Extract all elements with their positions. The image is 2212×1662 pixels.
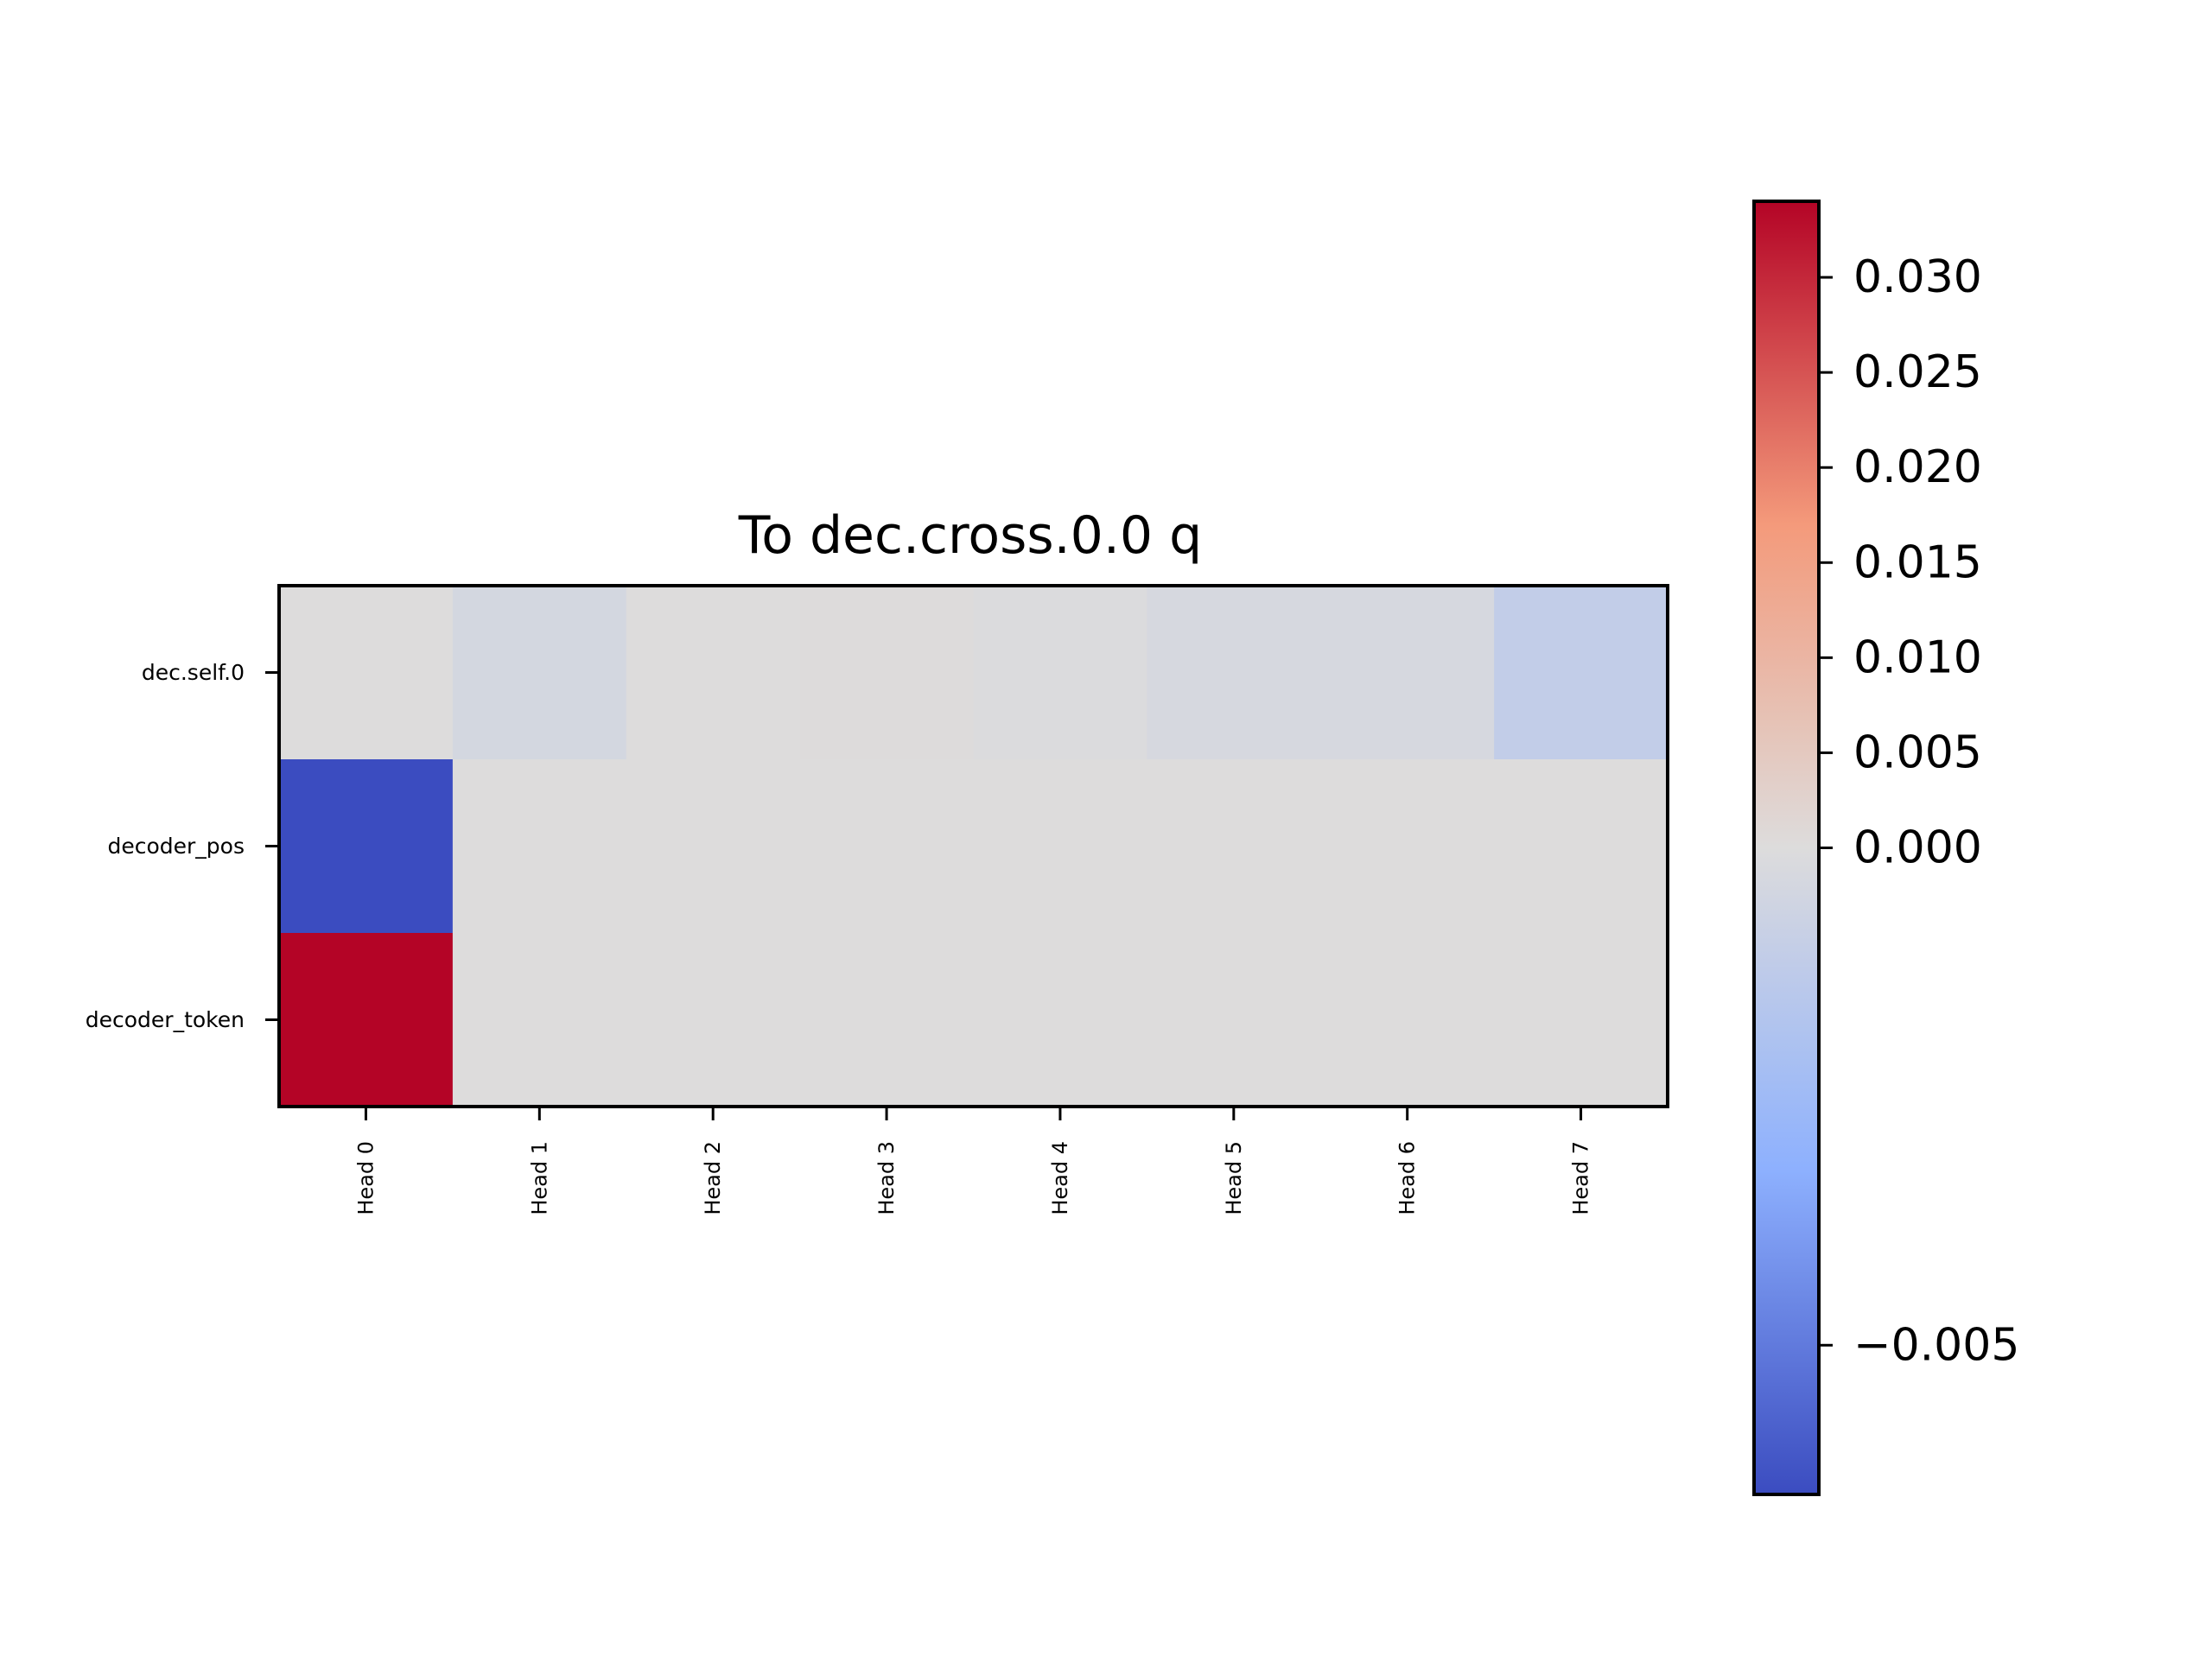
heatmap-cell	[452, 759, 627, 934]
heatmap-cell	[626, 586, 801, 760]
heatmap-cell	[452, 586, 627, 760]
x-tick-label: Head 5	[1222, 1141, 1246, 1215]
colorbar-gradient	[1754, 201, 1819, 1494]
colorbar-tick-label: 0.020	[1853, 441, 1982, 493]
heatmap-cell	[799, 586, 975, 760]
heatmap-cells	[279, 586, 1669, 1107]
heatmap-cell	[799, 759, 975, 934]
heatmap-cell	[1494, 586, 1669, 760]
colorbar-ticks: 0.030 0.025 0.020 0.015 0.010 0.005 0.000 −0.00…	[1819, 251, 2019, 1371]
heatmap-cell	[1494, 933, 1669, 1107]
heatmap-cell	[1147, 586, 1321, 760]
heatmap-cell	[1320, 759, 1495, 934]
colorbar-tick-label: 0.000	[1853, 822, 1982, 874]
heatmap-cell	[1494, 759, 1669, 934]
y-axis: dec.self.0 decoder_pos decoder_token	[86, 660, 279, 1032]
heatmap-cell	[1147, 933, 1321, 1107]
x-tick-label: Head 3	[874, 1141, 899, 1215]
heatmap-cell	[973, 759, 1147, 934]
heatmap-cell	[1320, 933, 1495, 1107]
heatmap-cell	[799, 933, 975, 1107]
heatmap-cell	[626, 759, 801, 934]
x-tick-label: Head 4	[1048, 1141, 1072, 1215]
chart-title: To dec.cross.0.0 q	[738, 505, 1203, 566]
y-tick-label: dec.self.0	[142, 660, 245, 685]
heatmap-cell	[279, 933, 454, 1107]
y-tick-label: decoder_token	[86, 1007, 245, 1032]
heatmap-cell	[279, 586, 454, 760]
heatmap-cell	[973, 586, 1147, 760]
heatmap-cell	[279, 759, 454, 934]
colorbar-tick-label: 0.025	[1853, 346, 1982, 398]
heatmap-cell	[626, 933, 801, 1107]
x-tick-label: Head 2	[701, 1141, 725, 1215]
x-tick-label: Head 0	[353, 1141, 378, 1215]
heatmap-cell	[1320, 586, 1495, 760]
heatmap-cell	[973, 933, 1147, 1107]
colorbar-tick-label: 0.005	[1853, 726, 1982, 778]
x-tick-label: Head 1	[527, 1141, 551, 1215]
heatmap-cell	[452, 933, 627, 1107]
colorbar: 0.030 0.025 0.020 0.015 0.010 0.005 0.000 −0.00…	[1752, 200, 2019, 1496]
colorbar-tick-label: −0.005	[1853, 1319, 2019, 1371]
colorbar-tick-label: 0.010	[1853, 631, 1982, 683]
x-tick-label: Head 7	[1569, 1141, 1593, 1215]
heatmap-cell	[1147, 759, 1321, 934]
colorbar-tick-label: 0.015	[1853, 536, 1982, 588]
x-axis: Head 0 Head 1 Head 2 Head 3 Head 4 Head 5 Head…	[353, 1107, 1593, 1215]
y-tick-label: decoder_pos	[107, 834, 245, 859]
x-tick-label: Head 6	[1395, 1141, 1420, 1215]
colorbar-tick-label: 0.030	[1853, 251, 1982, 303]
